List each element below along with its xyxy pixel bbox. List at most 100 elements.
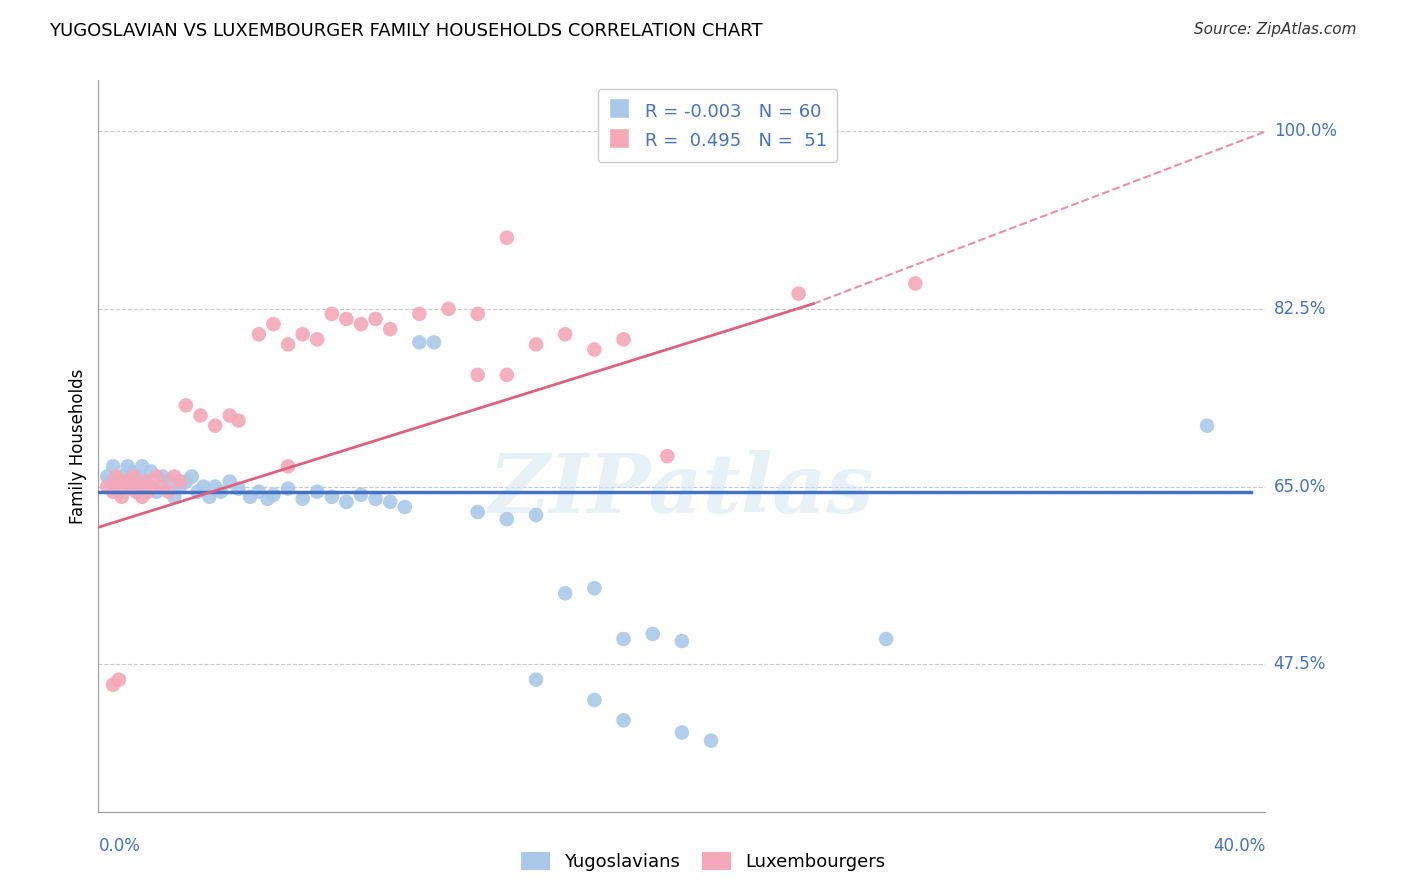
Point [204, 418, 226, 433]
Point [307, 484, 329, 499]
Point [198, 490, 221, 504]
Text: 82.5%: 82.5% [1274, 300, 1326, 318]
Point [612, 632, 634, 646]
Point [163, 490, 186, 504]
Point [239, 490, 262, 504]
Point [262, 488, 284, 502]
Point [139, 464, 162, 478]
Point [117, 475, 139, 489]
Text: 65.0%: 65.0% [1274, 477, 1326, 496]
Point [671, 634, 693, 648]
Point [321, 490, 343, 504]
Point [125, 484, 148, 499]
Point [408, 307, 430, 321]
Point [1195, 418, 1218, 433]
Point [152, 469, 174, 483]
Point [101, 484, 124, 499]
Point [122, 469, 145, 483]
Point [101, 678, 124, 692]
Point [134, 475, 156, 489]
Point [700, 733, 723, 747]
Point [291, 491, 314, 506]
Point [190, 409, 212, 423]
Point [157, 475, 180, 489]
Point [524, 337, 547, 351]
Point [120, 464, 142, 478]
Point [437, 301, 460, 316]
Point [467, 505, 489, 519]
Point [104, 480, 127, 494]
Point [108, 673, 131, 687]
Point [612, 332, 634, 346]
Text: 47.5%: 47.5% [1274, 656, 1326, 673]
Point [98, 475, 121, 489]
Text: 0.0%: 0.0% [98, 837, 141, 855]
Point [262, 317, 284, 331]
Point [335, 312, 357, 326]
Point [134, 475, 156, 489]
Point [228, 482, 250, 496]
Point [247, 484, 270, 499]
Point [612, 714, 634, 728]
Point [641, 627, 664, 641]
Point [136, 484, 159, 499]
Point [139, 480, 162, 494]
Point [114, 475, 136, 489]
Text: ZIPatlas: ZIPatlas [489, 450, 875, 530]
Point [187, 484, 209, 499]
Point [169, 480, 191, 494]
Point [496, 231, 519, 245]
Point [169, 475, 191, 489]
Point [157, 484, 180, 499]
Point [131, 459, 153, 474]
Point [321, 307, 343, 321]
Point [554, 327, 576, 342]
Point [394, 500, 416, 514]
Point [554, 586, 576, 600]
Point [174, 398, 197, 412]
Point [524, 508, 547, 522]
Point [96, 480, 118, 494]
Legend: R = -0.003   N = 60, R =  0.495   N =  51: R = -0.003 N = 60, R = 0.495 N = 51 [598, 89, 838, 161]
Point [364, 312, 387, 326]
Point [108, 484, 131, 499]
Point [136, 480, 159, 494]
Point [350, 317, 373, 331]
Point [904, 277, 927, 291]
Point [671, 725, 693, 739]
Point [146, 469, 169, 483]
Point [583, 581, 606, 595]
Point [104, 469, 127, 483]
Point [496, 512, 519, 526]
Point [583, 343, 606, 357]
Point [122, 480, 145, 494]
Point [364, 491, 387, 506]
Point [117, 459, 139, 474]
Point [131, 490, 153, 504]
Point [114, 480, 136, 494]
Point [467, 307, 489, 321]
Point [125, 484, 148, 499]
Point [174, 475, 197, 489]
Point [335, 495, 357, 509]
Point [218, 409, 240, 423]
Point [583, 693, 606, 707]
Point [277, 482, 299, 496]
Point [209, 484, 232, 499]
Point [128, 469, 150, 483]
Point [277, 337, 299, 351]
Point [96, 469, 118, 483]
Point [120, 482, 142, 496]
Point [496, 368, 519, 382]
Point [146, 484, 169, 499]
Text: 40.0%: 40.0% [1213, 837, 1265, 855]
Point [128, 480, 150, 494]
Point [307, 332, 329, 346]
Point [277, 459, 299, 474]
Point [291, 327, 314, 342]
Point [111, 469, 134, 483]
Point [467, 368, 489, 382]
Y-axis label: Family Households: Family Households [69, 368, 87, 524]
Point [423, 335, 446, 350]
Point [787, 286, 810, 301]
